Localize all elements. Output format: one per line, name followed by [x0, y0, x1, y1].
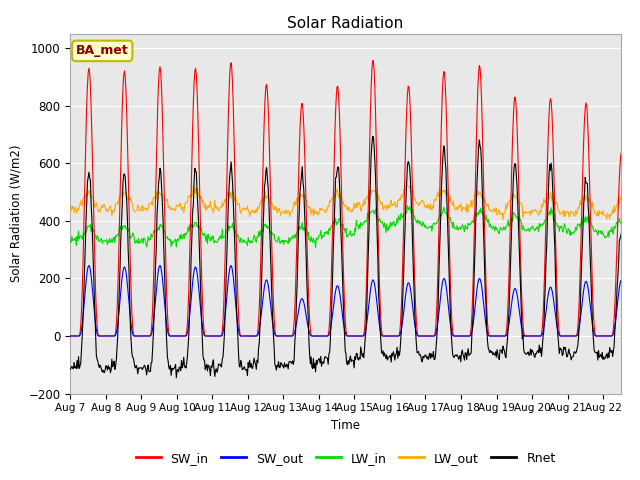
Legend: SW_in, SW_out, LW_in, LW_out, Rnet: SW_in, SW_out, LW_in, LW_out, Rnet — [131, 447, 561, 469]
Text: BA_met: BA_met — [76, 44, 129, 58]
Title: Solar Radiation: Solar Radiation — [287, 16, 404, 31]
X-axis label: Time: Time — [331, 419, 360, 432]
Y-axis label: Solar Radiation (W/m2): Solar Radiation (W/m2) — [10, 145, 23, 282]
